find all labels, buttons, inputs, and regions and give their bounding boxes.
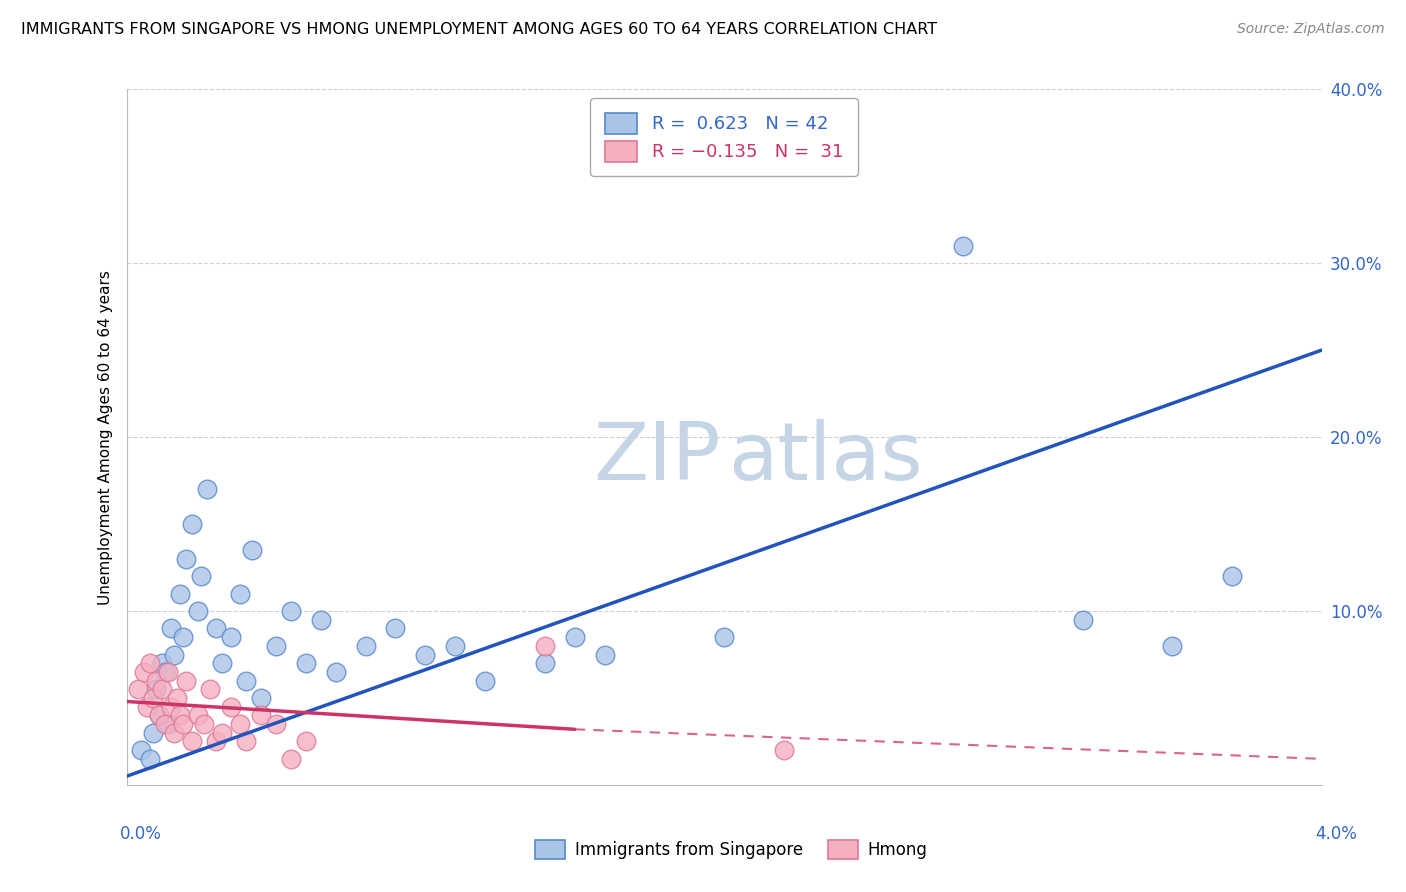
Point — [136, 699, 159, 714]
Point — [713, 630, 735, 644]
Point — [172, 717, 194, 731]
Point — [205, 621, 228, 635]
Point — [150, 657, 174, 671]
Point — [190, 569, 212, 583]
Point — [155, 717, 177, 731]
Point — [219, 699, 242, 714]
Point — [160, 621, 183, 635]
Point — [294, 657, 316, 671]
Point — [593, 648, 616, 662]
Point — [174, 551, 197, 566]
Text: 4.0%: 4.0% — [1315, 825, 1357, 843]
Point — [229, 587, 252, 601]
Point — [211, 726, 233, 740]
Point — [250, 690, 273, 705]
Point — [150, 682, 174, 697]
Point — [181, 734, 204, 748]
Point — [235, 673, 257, 688]
Point — [155, 665, 177, 679]
Point — [384, 621, 406, 635]
Point — [131, 743, 153, 757]
Point — [195, 482, 218, 496]
Point — [127, 682, 149, 697]
Point — [187, 708, 209, 723]
Point — [148, 708, 170, 723]
Text: Source: ZipAtlas.com: Source: ZipAtlas.com — [1237, 22, 1385, 37]
Point — [142, 726, 165, 740]
Point — [229, 717, 252, 731]
Point — [1220, 569, 1243, 583]
Text: IMMIGRANTS FROM SINGAPORE VS HMONG UNEMPLOYMENT AMONG AGES 60 TO 64 YEARS CORREL: IMMIGRANTS FROM SINGAPORE VS HMONG UNEMP… — [21, 22, 938, 37]
Point — [139, 657, 162, 671]
Point — [169, 587, 191, 601]
Point — [264, 717, 287, 731]
Point — [280, 604, 302, 618]
Point — [187, 604, 209, 618]
Point — [193, 717, 215, 731]
Point — [181, 516, 204, 531]
Point — [200, 682, 222, 697]
Point — [309, 613, 332, 627]
Point — [1071, 613, 1094, 627]
Point — [952, 238, 974, 253]
Point — [564, 630, 586, 644]
Point — [413, 648, 436, 662]
Point — [264, 639, 287, 653]
Text: atlas: atlas — [728, 419, 922, 497]
Point — [172, 630, 194, 644]
Point — [157, 717, 180, 731]
Point — [169, 708, 191, 723]
Point — [145, 673, 167, 688]
Point — [240, 543, 263, 558]
Text: 0.0%: 0.0% — [120, 825, 162, 843]
Point — [134, 665, 156, 679]
Point — [1161, 639, 1184, 653]
Point — [148, 708, 170, 723]
Text: ZIP: ZIP — [593, 419, 720, 497]
Point — [163, 726, 186, 740]
Point — [773, 743, 796, 757]
Point — [533, 639, 555, 653]
Point — [160, 699, 183, 714]
Point — [142, 690, 165, 705]
Legend: R =  0.623   N = 42, R = −0.135   N =  31: R = 0.623 N = 42, R = −0.135 N = 31 — [591, 98, 858, 176]
Point — [157, 665, 180, 679]
Point — [163, 648, 186, 662]
Point — [444, 639, 467, 653]
Point — [474, 673, 496, 688]
Point — [280, 752, 302, 766]
Point — [219, 630, 242, 644]
Point — [166, 690, 188, 705]
Point — [294, 734, 316, 748]
Legend: Immigrants from Singapore, Hmong: Immigrants from Singapore, Hmong — [529, 833, 934, 866]
Point — [174, 673, 197, 688]
Point — [139, 752, 162, 766]
Point — [533, 657, 555, 671]
Point — [145, 682, 167, 697]
Point — [354, 639, 377, 653]
Point — [205, 734, 228, 748]
Point — [211, 657, 233, 671]
Point — [325, 665, 347, 679]
Point — [250, 708, 273, 723]
Y-axis label: Unemployment Among Ages 60 to 64 years: Unemployment Among Ages 60 to 64 years — [97, 269, 112, 605]
Point — [235, 734, 257, 748]
